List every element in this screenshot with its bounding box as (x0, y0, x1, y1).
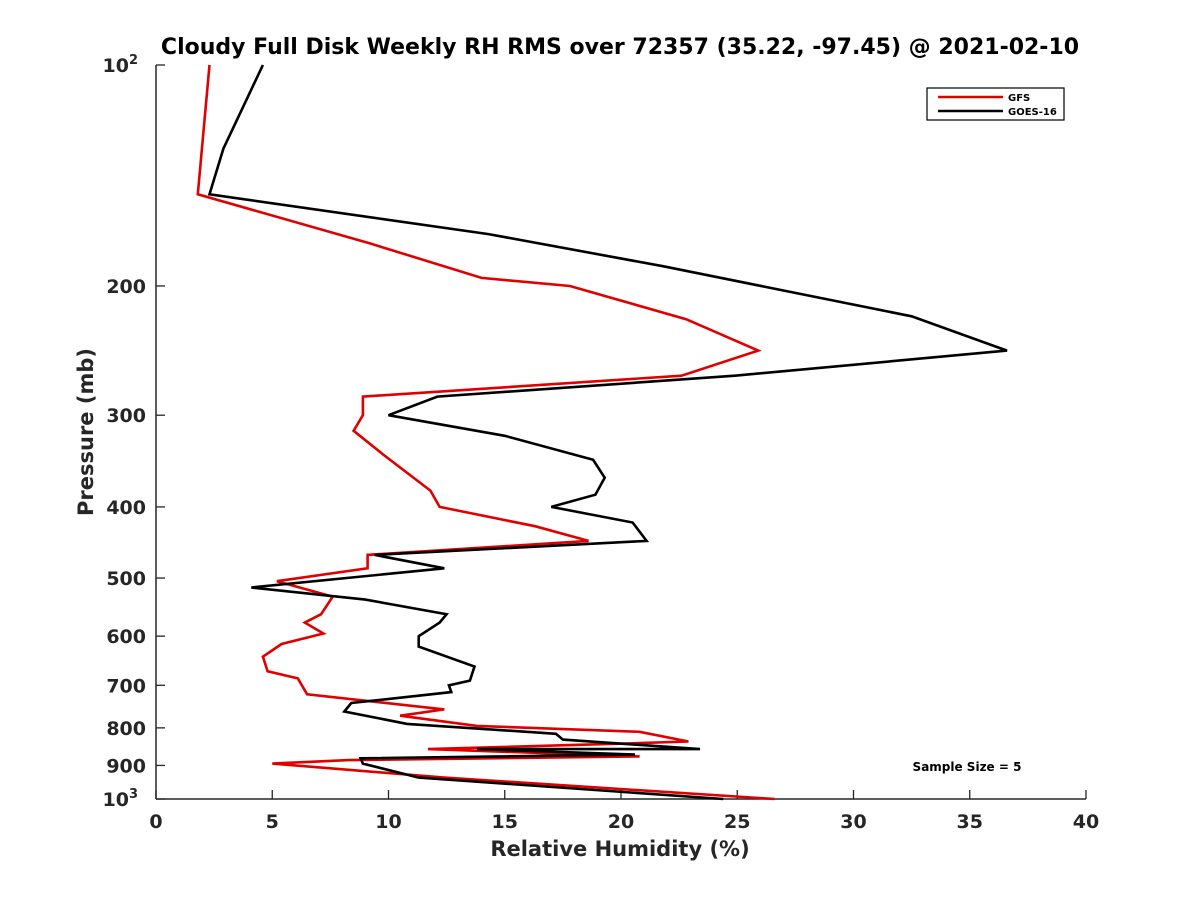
series-line-gfs (196, 64, 775, 801)
x-axis-label: Relative Humidity (%) (490, 837, 749, 861)
x-tick-label: 20 (608, 811, 634, 833)
x-tick-label: 30 (840, 811, 866, 833)
x-tick-label: 5 (266, 811, 279, 833)
legend: GFS GOES-16 (926, 87, 1065, 121)
y-tick-label: 900 (106, 755, 146, 777)
x-tick-label: 25 (724, 811, 750, 833)
y-tick-label: 600 (106, 626, 146, 648)
axes: 0 5 10 15 20 25 30 35 40 102 200 300 400 500 600 700 800… (103, 53, 1100, 833)
y-axis-label: Pressure (mb) (74, 348, 98, 516)
series-line-goes16 (207, 64, 1008, 801)
y-tick-label: 103 (103, 787, 139, 811)
x-tick-label: 15 (492, 811, 518, 833)
x-tick-label: 0 (149, 811, 162, 833)
y-tick-label: 800 (106, 718, 146, 740)
y-tick-label: 300 (106, 405, 146, 427)
chart-title: Cloudy Full Disk Weekly RH RMS over 7235… (161, 35, 1079, 60)
x-tick-label: 10 (375, 811, 401, 833)
y-tick-label: 500 (106, 568, 146, 590)
legend-label-goes16: GOES-16 (1008, 107, 1057, 118)
legend-label-gfs: GFS (1008, 93, 1030, 104)
sample-size-annotation: Sample Size = 5 (913, 760, 1022, 774)
y-tick-label: 102 (103, 53, 139, 77)
data-series-group (196, 64, 1008, 801)
x-tick-label: 35 (957, 811, 983, 833)
y-tick-label: 400 (106, 497, 146, 519)
legend-box (926, 87, 1065, 121)
y-tick-label: 700 (106, 675, 146, 697)
x-tick-label: 40 (1073, 811, 1099, 833)
y-tick-label: 200 (106, 276, 146, 298)
